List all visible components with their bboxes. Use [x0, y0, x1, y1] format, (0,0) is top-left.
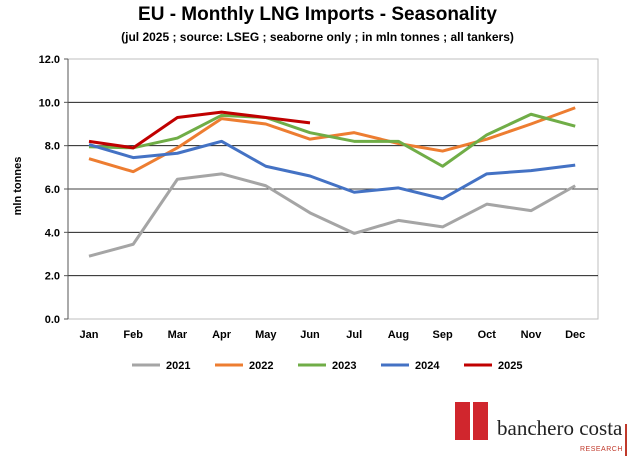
chart-title: EU - Monthly LNG Imports - Seasonality — [138, 4, 497, 25]
x-tick-label: Apr — [212, 329, 232, 341]
series-line-2022 — [88, 106, 576, 174]
legend-label-2022: 2022 — [249, 360, 273, 372]
x-tick-label: Mar — [168, 329, 188, 341]
series-line-2023 — [88, 112, 576, 168]
y-tick-label: 10.0 — [39, 97, 60, 109]
x-tick-label: Nov — [521, 329, 543, 341]
x-tick-label: May — [255, 329, 277, 341]
banchero-costa-logo: banchero costa RESEARCH — [455, 402, 630, 462]
x-tick-label: Dec — [565, 329, 585, 341]
y-tick-label: 4.0 — [45, 227, 60, 239]
legend-label-2024: 2024 — [415, 360, 440, 372]
x-tick-label: Feb — [123, 329, 143, 341]
y-tick-label: 12.0 — [39, 54, 60, 66]
x-tick-label: Jul — [346, 329, 362, 341]
legend-label-2023: 2023 — [332, 360, 356, 372]
series-line-2025 — [88, 110, 311, 150]
x-tick-label: Jun — [300, 329, 320, 341]
logo-name: banchero costa — [497, 416, 623, 440]
chart-subtitle: (jul 2025 ; source: LSEG ; seaborne only… — [121, 30, 514, 44]
logo-sub: RESEARCH — [580, 446, 623, 453]
y-tick-label: 2.0 — [45, 271, 60, 283]
y-tick-label: 8.0 — [45, 141, 60, 153]
y-tick-label: 6.0 — [45, 184, 60, 196]
legend-label-2025: 2025 — [498, 360, 522, 372]
legend-label-2021: 2021 — [166, 360, 190, 372]
line-chart: 0.0 2.0 4.0 6.0 8.0 10.0 12.0 Jan Feb Mar Apr May Ju… — [39, 54, 599, 372]
series-line-2021 — [88, 172, 576, 258]
x-tick-label: Jan — [80, 329, 99, 341]
logo-mark-block — [473, 402, 488, 440]
logo-mark-block — [455, 402, 470, 440]
y-tick-label: 0.0 — [45, 314, 60, 326]
x-tick-label: Sep — [433, 329, 453, 341]
x-tick-label: Oct — [478, 329, 497, 341]
logo-divider — [625, 424, 627, 456]
series-line-2024 — [88, 139, 576, 201]
x-tick-label: Aug — [388, 329, 409, 341]
